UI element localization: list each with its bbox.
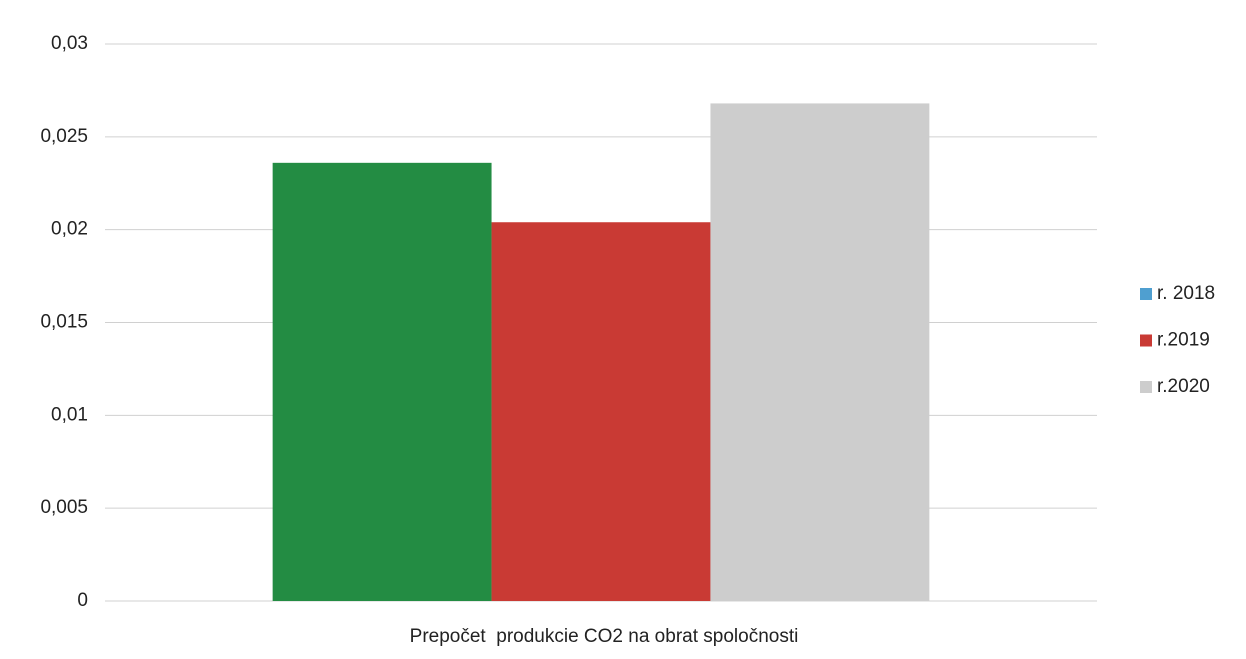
bar	[491, 222, 711, 602]
legend-label: r.2020	[1157, 376, 1210, 397]
y-tick-label: 0	[77, 590, 88, 611]
y-tick-label: 0,025	[40, 126, 88, 147]
x-tick-label: Prepočet produkcie CO2 na obrat spoločno…	[410, 626, 799, 647]
y-tick-label: 0,015	[40, 312, 88, 333]
bar	[272, 162, 492, 601]
y-tick-label: 0,03	[51, 33, 88, 54]
y-tick-label: 0,02	[51, 219, 88, 240]
legend-label: r. 2018	[1157, 283, 1215, 304]
legend-swatch	[1140, 288, 1152, 300]
y-tick-label: 0,01	[51, 404, 88, 425]
bar	[710, 103, 930, 601]
y-tick-label: 0,005	[40, 497, 88, 518]
legend-swatch	[1140, 334, 1152, 347]
legend-label: r.2019	[1157, 330, 1210, 351]
legend-swatch	[1140, 381, 1152, 393]
